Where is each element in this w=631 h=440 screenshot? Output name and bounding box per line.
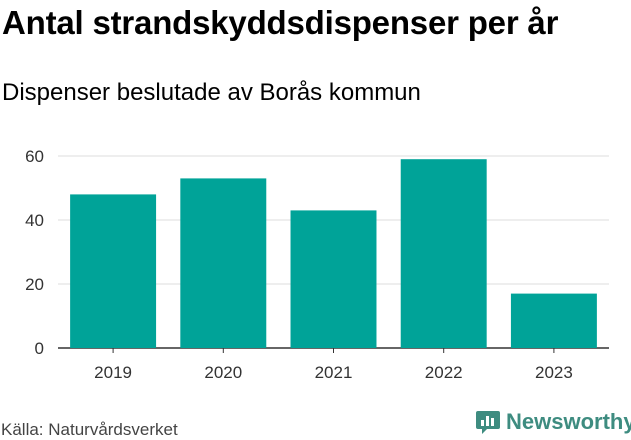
y-tick-label: 40 (25, 211, 44, 230)
y-axis-ticks: 0 20 40 60 (25, 147, 44, 358)
x-tick-label: 2019 (94, 363, 132, 382)
x-tick-label: 2020 (204, 363, 242, 382)
brand-name: Newsworthy (506, 409, 631, 434)
newsworthy-logo[interactable]: Newsworthy (475, 407, 631, 437)
source-note: Källa: Naturvårdsverket (1, 420, 178, 439)
y-tick-label: 20 (25, 275, 44, 294)
x-tick-label: 2023 (535, 363, 573, 382)
bars (70, 159, 597, 348)
y-tick-label: 0 (35, 339, 44, 358)
newsworthy-logo-icon (476, 411, 500, 434)
bar-2023[interactable] (510, 293, 597, 348)
x-tick-label: 2021 (315, 363, 353, 382)
y-tick-label: 60 (25, 147, 44, 166)
bar-2021[interactable] (290, 210, 377, 348)
chart-title: Antal strandskyddsdispenser per år (2, 4, 559, 41)
x-axis-ticks: 2019 2020 2021 2022 2023 (94, 348, 573, 382)
bar-2020[interactable] (180, 178, 267, 348)
x-tick-label: 2022 (425, 363, 463, 382)
bar-2019[interactable] (70, 194, 157, 348)
chart-subtitle: Dispenser beslutade av Borås kommun (2, 79, 421, 106)
bar-2022[interactable] (400, 159, 487, 348)
